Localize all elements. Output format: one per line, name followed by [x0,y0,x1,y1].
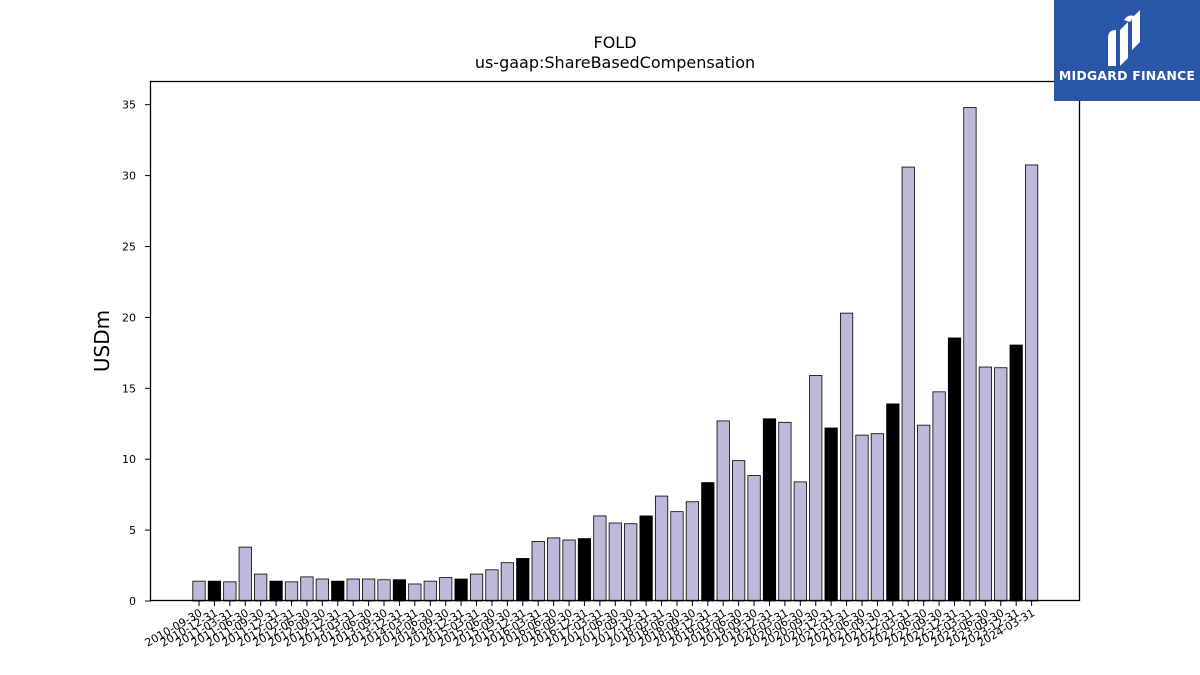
bar-2020-12-31 [824,427,838,602]
y-tick-label: 30 [122,170,136,183]
bar-2019-09-30 [747,475,761,602]
bar-2018-03-31 [654,495,669,602]
bar-2018-09-30 [685,501,699,602]
bar-2021-12-31 [886,403,900,602]
bar-2023-09-30 [994,367,1008,602]
bar-2020-03-31 [778,421,792,602]
y-axis-label: USDm [90,310,114,372]
bar-2012-03-31 [284,581,299,602]
bar-2023-03-31 [963,107,977,602]
bar-2014-06-30 [423,580,437,602]
bar-2013-09-30 [377,579,391,602]
bar-2011-03-31 [223,581,237,602]
bar-2022-12-31 [947,337,962,602]
chart-title: FOLD [593,33,636,52]
bar-2014-09-30 [439,577,453,602]
bar-2011-12-31 [269,580,283,602]
bar-2014-12-31 [454,578,468,602]
bar-2016-12-31 [577,538,592,602]
midgard-finance-logo: MIDGARD FINANCE [1054,0,1200,101]
bar-2017-09-30 [624,523,638,602]
bar-2022-06-30 [917,424,931,602]
bar-2021-09-30 [870,433,885,602]
plot-frame [149,80,1081,602]
bar-2022-09-30 [932,391,946,602]
bar-2021-06-30 [855,434,869,602]
bar-2019-06-30 [732,460,746,602]
bar-2012-09-30 [315,578,329,602]
bar-2019-12-31 [762,418,777,602]
bar-2019-03-31 [716,420,730,602]
y-tick-label: 10 [122,453,136,466]
bar-2020-09-30 [809,375,823,602]
bar-2018-12-31 [701,482,715,602]
bar-2013-06-30 [361,578,376,602]
y-axis-ticks: 0 5 10 15 20 25 30 35 [122,99,151,608]
y-tick-label: 25 [122,240,136,253]
y-tick-label: 15 [122,382,136,395]
bar-2018-06-30 [670,511,684,602]
bars-group [192,107,1039,602]
chart-subtitle: us-gaap:ShareBasedCompensation [475,53,755,72]
bar-2020-06-30 [793,481,807,602]
y-tick-label: 0 [129,595,136,608]
bar-2023-06-30 [978,366,992,602]
y-tick-label: 20 [122,311,136,324]
bar-2011-09-30 [254,573,268,602]
y-tick-label: 35 [122,99,136,112]
logo-mark-icon [1108,10,1140,66]
bar-2012-06-30 [300,576,314,602]
bar-2017-06-30 [608,522,622,602]
bar-2016-03-31 [531,541,545,602]
bar-2015-12-31 [516,558,530,602]
bar-2013-03-31 [346,578,360,602]
bar-2015-06-30 [485,569,499,602]
bar-2016-06-30 [547,537,561,602]
bar-2022-03-31 [901,166,915,602]
bar-2014-03-31 [408,583,422,602]
bar-2017-12-31 [639,515,653,602]
bar-2024-03-31 [1025,164,1039,602]
logo-text: MIDGARD FINANCE [1058,68,1196,83]
bar-2013-12-31 [392,579,407,602]
y-tick-label: 5 [129,524,136,537]
bar-2011-06-30 [238,546,252,602]
bar-2015-03-31 [469,573,484,602]
bar-2016-09-30 [562,539,576,602]
bar-2015-09-30 [500,562,514,602]
bar-2010-12-31 [207,580,222,602]
bar-2023-12-31 [1009,344,1023,602]
bar-2021-03-31 [839,312,854,602]
bar-2010-09-30 [192,580,206,602]
bar-2017-03-31 [593,515,607,602]
bar-2012-12-31 [331,580,345,602]
x-axis-ticks: 2010-09-302010-12-312011-03-312011-06-30… [143,601,1037,650]
